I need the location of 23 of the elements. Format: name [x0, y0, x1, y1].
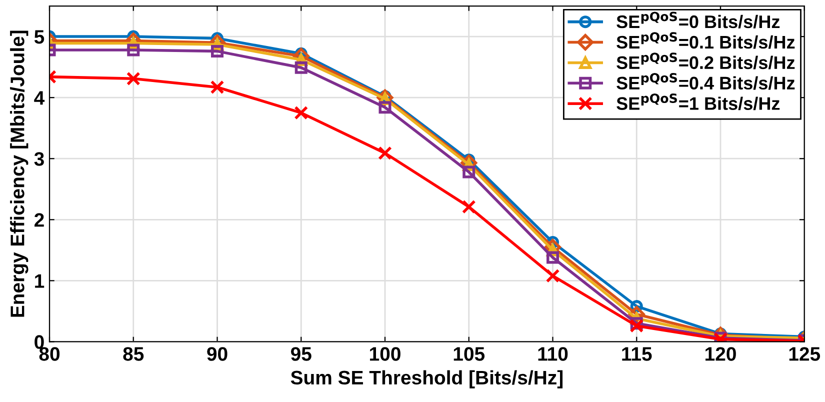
x-tick-label: 115 [622, 347, 652, 361]
legend-label: SE$^{pQoS}$=0.4 Bits/s/Hz [616, 73, 795, 90]
x-tick-label: 95 [290, 347, 312, 361]
x-tick-label: 110 [538, 347, 568, 361]
x-tick-label: 90 [207, 347, 228, 361]
x-tick-label: 85 [123, 347, 144, 361]
x-tick-label: 120 [706, 347, 736, 361]
x-tick-label: 125 [789, 347, 820, 361]
y-axis-title: Energy Efficiency [Mbits/Joule] [10, 30, 28, 317]
y-tick-label: 2 [34, 213, 44, 227]
legend-label: SE$^{pQoS}$=1 Bits/s/Hz [616, 93, 780, 110]
legend-label: SE$^{pQoS}$=0.2 Bits/s/Hz [616, 52, 795, 70]
x-tick-label: 100 [370, 347, 400, 361]
y-tick-label: 5 [34, 30, 44, 44]
y-tick-label: 0 [34, 335, 44, 349]
x-axis-title: Sum SE Threshold [Bits/s/Hz] [290, 370, 563, 388]
y-tick-label: 1 [35, 274, 44, 288]
legend-label: SE$^{pQoS}$=0 Bits/s/Hz [616, 12, 780, 28]
y-tick-label: 3 [34, 152, 44, 166]
x-tick-label: 80 [39, 347, 60, 361]
y-tick-label: 4 [34, 91, 45, 105]
x-tick-label: 105 [454, 347, 485, 361]
legend-label: SE$^{pQoS}$=0.1 Bits/s/Hz [616, 32, 795, 49]
